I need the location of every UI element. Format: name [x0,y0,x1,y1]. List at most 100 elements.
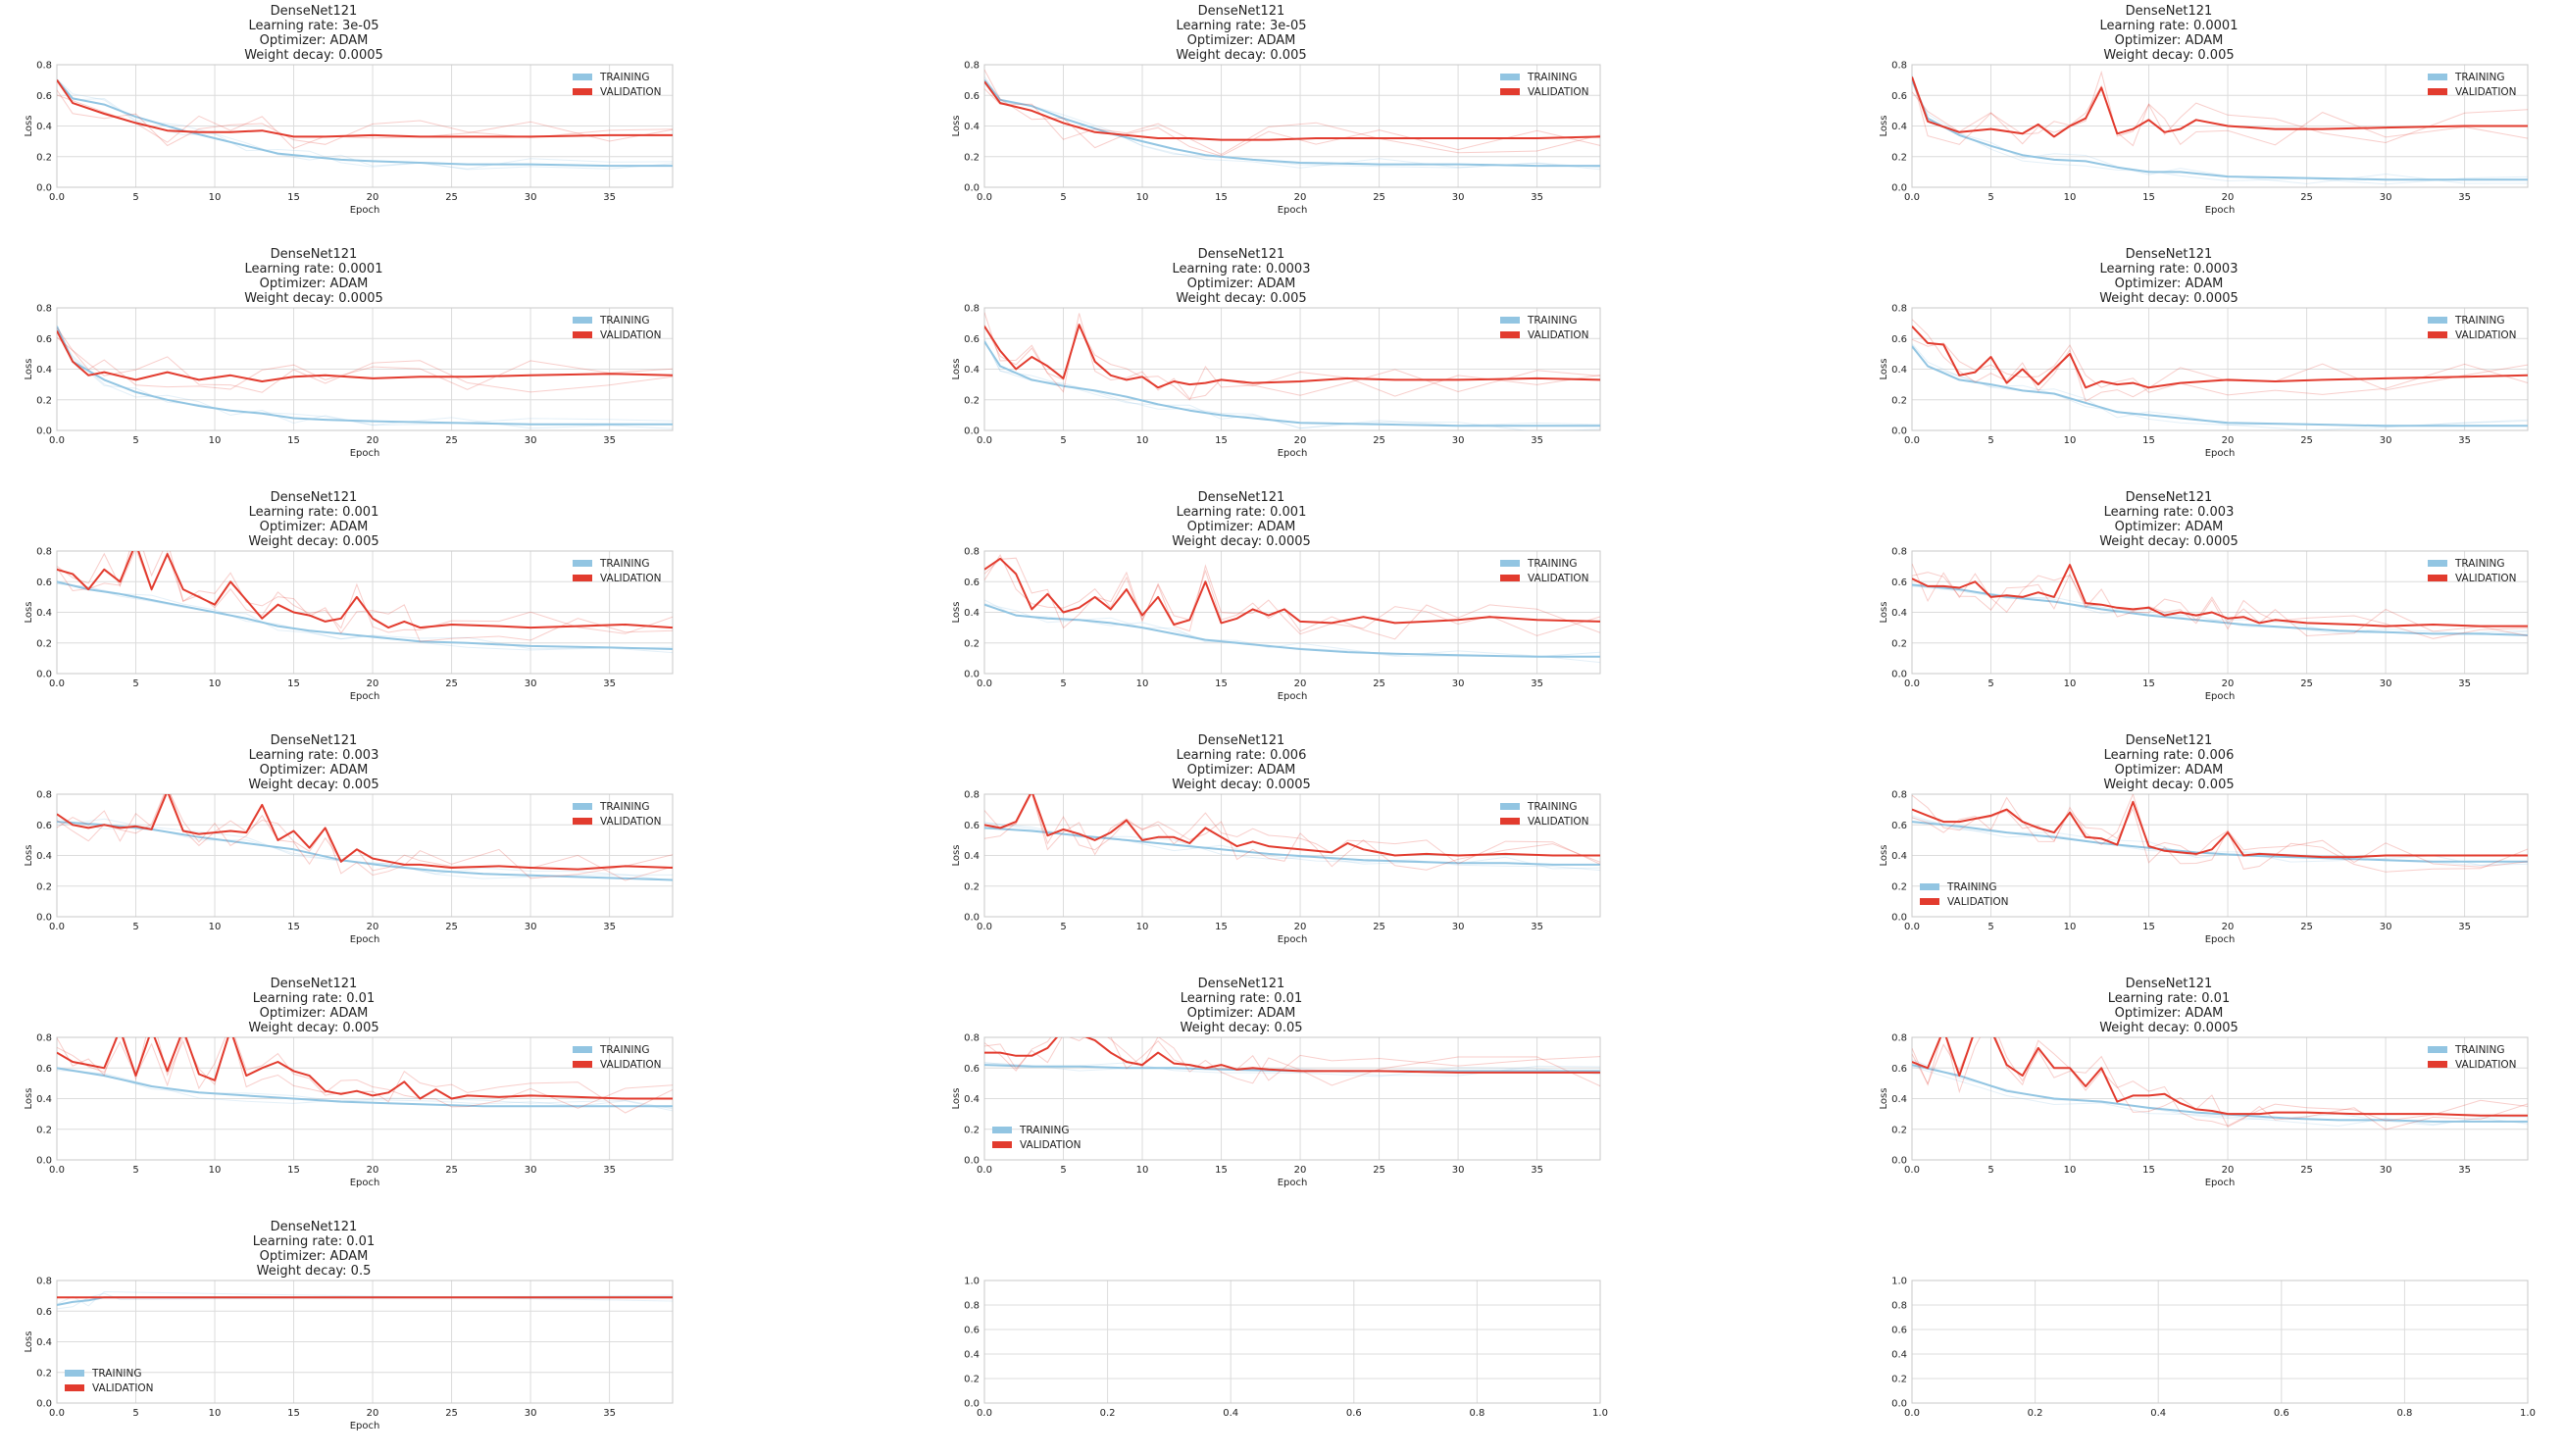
y-tick-label: 0.6 [1891,1326,1907,1336]
chart-panel: DenseNet121 Learning rate: 0.0003 Optimize… [928,243,1601,483]
x-axis-label: Epoch [1278,205,1308,216]
chart-subtitle-line: Learning rate: 0.006 [1176,748,1307,763]
legend-label: TRAINING [1528,557,1578,570]
legend-label: TRAINING [600,1043,650,1056]
run-line [1912,344,2528,430]
chart-legend: TRAINING VALIDATION [992,1123,1081,1152]
x-tick-label: 10 [1136,922,1149,932]
chart-subtitle-line: Optimizer: ADAM [259,276,369,291]
run-line [984,794,1600,871]
training-mean-line [1912,79,2528,181]
validation-mean-line [57,1037,673,1100]
x-tick-label: 30 [1452,922,1465,932]
y-tick-label: 0.6 [964,577,980,588]
y-tick-label: 0.0 [1891,427,1907,437]
y-tick-label: 0.6 [36,821,52,831]
x-axis-label: Epoch [2205,934,2236,945]
chart-subtitle-line: Optimizer: ADAM [259,33,369,48]
chart-svg: 0.0 0.2 0.4 0.6 0.8 0.0 5 10 15 20 25 30 35 Epoch Loss [24,790,674,945]
x-axis-label: Epoch [350,691,380,702]
x-tick-label: 20 [2222,192,2235,203]
legend-swatch [573,88,592,95]
y-tick-label: 0.8 [964,1033,980,1044]
x-tick-label: 25 [2300,1165,2313,1176]
x-axis-label: Epoch [1278,448,1308,459]
chart-panel: DenseNet121 Learning rate: 0.01 Optimizer:… [0,1216,674,1456]
legend-label: VALIDATION [2455,328,2517,341]
x-tick-label: 25 [1373,922,1385,932]
chart-legend: TRAINING VALIDATION [2428,1042,2517,1072]
x-tick-label: 0.4 [2150,1408,2166,1419]
legend-label: VALIDATION [2455,1058,2517,1071]
plot-area: 0.0 0.2 0.4 0.6 0.8 0.0 5 10 15 20 25 30 35 Epoch Loss [24,1277,674,1431]
x-tick-label: 1.0 [1592,1408,1608,1419]
y-tick-label: 0.6 [964,91,980,102]
x-tick-label: 10 [209,922,222,932]
run-line [1912,1066,2528,1128]
chart-subtitle-line: Weight decay: 0.0005 [244,48,383,63]
x-tick-label: 0.0 [49,1408,65,1419]
legend-item-validation: VALIDATION [573,1057,662,1072]
plot-area: 0.0 0.2 0.4 0.6 0.8 0.0 5 10 15 20 25 30 35 Epoch Loss [951,790,1601,945]
chart-subtitle-line: Learning rate: 0.0001 [2099,19,2238,33]
x-tick-label: 0.0 [977,678,992,689]
plot-frame [56,550,674,675]
chart-panel: DenseNet121 Learning rate: 0.0003 Optimize… [1855,243,2529,483]
chart-title: DenseNet121 [1197,490,1285,505]
legend-item-training: TRAINING [573,556,662,571]
x-tick-label: 10 [2064,435,2077,446]
x-tick-label: 15 [1215,922,1228,932]
chart-panel: DenseNet121 Learning rate: 0.006 Optimizer… [928,729,1601,970]
plot-frame [56,64,674,188]
plot-frame [983,1036,1601,1161]
chart-subtitle-line: Optimizer: ADAM [2114,33,2224,48]
x-tick-label: 30 [2380,678,2392,689]
x-tick-label: 35 [1531,435,1543,446]
chart-svg: 0.0 0.2 0.4 0.6 0.8 0.0 5 10 15 20 25 30 35 Epoch Loss [951,61,1601,216]
y-tick-label: 0.0 [964,913,980,924]
y-tick-label: 0.0 [1891,670,1907,680]
chart-title-block: DenseNet121 Learning rate: 0.0001 Optimize… [0,247,628,306]
chart-svg: 0.0 0.2 0.4 0.6 0.8 0.0 5 10 15 20 25 30 35 Epoch Loss [1879,1033,2529,1188]
legend-swatch [1920,883,1939,890]
x-tick-label: 5 [1060,678,1066,689]
x-tick-label: 10 [209,1408,222,1419]
run-line [57,1070,673,1112]
x-tick-label: 25 [445,1408,458,1419]
chart-subtitle-line: Optimizer: ADAM [1186,1006,1296,1021]
x-tick-label: 35 [603,1165,616,1176]
y-tick-label: 0.8 [1891,61,1907,72]
legend-label: VALIDATION [600,572,662,584]
validation-mean-line [57,79,673,138]
training-mean-line [57,326,673,426]
chart-title: DenseNet121 [2125,4,2213,19]
x-tick-label: 0.0 [977,922,992,932]
legend-item-training: TRAINING [2428,1042,2517,1057]
chart-subtitle-line: Learning rate: 0.003 [2103,505,2235,520]
x-tick-label: 0.0 [1904,1165,1920,1176]
x-tick-label: 20 [2222,1165,2235,1176]
x-tick-label: 35 [603,192,616,203]
y-tick-label: 0.8 [1891,1033,1907,1044]
chart-subtitle-line: Weight decay: 0.5 [256,1264,372,1279]
legend-label: VALIDATION [600,328,662,341]
x-tick-label: 20 [1294,435,1307,446]
x-tick-label: 25 [2300,678,2313,689]
legend-swatch [992,1127,1012,1133]
chart-svg: 0.0 0.2 0.4 0.6 0.8 0.0 5 10 15 20 25 30 35 Epoch Loss [24,1277,674,1431]
legend-label: VALIDATION [2455,85,2517,98]
chart-legend: TRAINING VALIDATION [2428,70,2517,99]
x-tick-label: 25 [2300,922,2313,932]
legend-label: TRAINING [1020,1124,1070,1136]
x-tick-label: 35 [603,922,616,932]
y-tick-label: 0.2 [36,638,52,649]
x-tick-label: 20 [1294,192,1307,203]
legend-swatch [573,803,592,810]
legend-swatch [1920,898,1939,905]
x-tick-label: 25 [1373,1165,1385,1176]
chart-panel: DenseNet121 Learning rate: 0.01 Optimizer:… [928,973,1601,1213]
plot-area: 0.0 0.2 0.4 0.6 0.8 1.0 0.0 0.2 0.4 0.6 0.8 1.0 [1891,1277,2536,1420]
validation-mean-line [57,551,673,629]
training-mean-line [1912,821,2528,863]
y-tick-label: 0.4 [964,365,980,376]
